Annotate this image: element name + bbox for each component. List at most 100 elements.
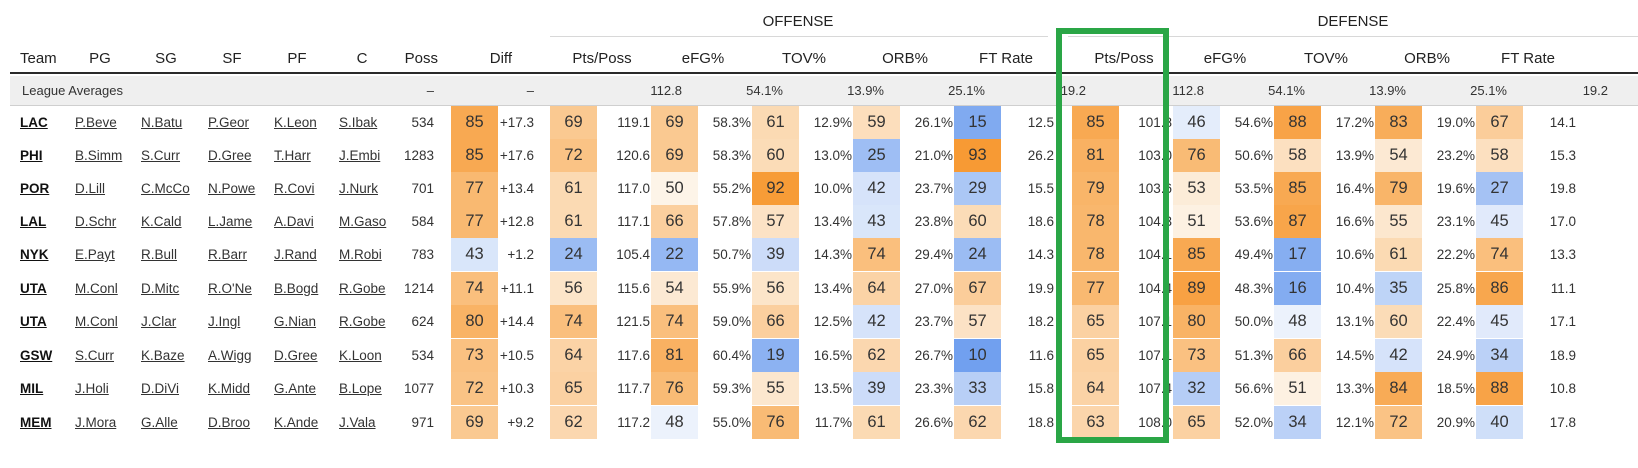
player-link[interactable]: M.Conl	[75, 314, 118, 329]
header-diff[interactable]: Diff	[489, 50, 512, 67]
team-link[interactable]: MIL	[20, 381, 44, 396]
player-link[interactable]: J.Rand	[274, 247, 317, 262]
header-pf[interactable]: PF	[287, 50, 307, 67]
header-def-orb-[interactable]: ORB%	[1404, 50, 1450, 67]
header-pg[interactable]: PG	[89, 50, 111, 67]
player-link[interactable]: S.Ibak	[339, 115, 378, 130]
header-def-efg-[interactable]: eFG%	[1203, 50, 1247, 67]
league-off-4: 19.2	[1060, 83, 1086, 98]
player-link[interactable]: P.Beve	[75, 115, 117, 130]
player-link[interactable]: R.Gobe	[339, 314, 386, 329]
header-team[interactable]: Team	[20, 50, 57, 67]
team-link[interactable]: LAL	[20, 214, 47, 229]
player-link[interactable]: M.Gaso	[339, 214, 387, 229]
player-link[interactable]: R.Bull	[141, 247, 178, 262]
player-link[interactable]: K.Ande	[274, 415, 319, 430]
off-stat-value: 11.7%	[814, 415, 852, 430]
player-link[interactable]: R.Covi	[274, 181, 315, 196]
player-link[interactable]: D.Broo	[208, 415, 251, 430]
off-stat-value: 59.3%	[712, 381, 751, 396]
header-off-tov-[interactable]: TOV%	[782, 50, 826, 67]
off-stat-value: 19.9	[1027, 281, 1054, 296]
player-link[interactable]: J.Holi	[75, 381, 109, 396]
player-link[interactable]: G.Alle	[141, 415, 178, 430]
def-stat-value: 50.6%	[1234, 148, 1273, 163]
player-link[interactable]: J.Nurk	[339, 181, 379, 196]
player-link[interactable]: S.Curr	[75, 348, 115, 363]
team-link[interactable]: POR	[20, 181, 50, 196]
player-link[interactable]: J.Embi	[339, 148, 381, 163]
player-link[interactable]: K.Cald	[141, 214, 182, 229]
player-link[interactable]: R.O'Ne	[208, 281, 252, 296]
off-percentile-cell: 42	[853, 172, 900, 205]
off-percentile-cell: 62	[954, 406, 1001, 439]
player-link[interactable]: K.Leon	[274, 115, 317, 130]
player-link[interactable]: M.Robi	[339, 247, 382, 262]
def-stat-value: 54.6%	[1234, 115, 1273, 130]
header-c[interactable]: C	[356, 50, 368, 67]
header-sg[interactable]: SG	[155, 50, 177, 67]
player-link[interactable]: S.Curr	[141, 148, 181, 163]
player-link[interactable]: K.Loon	[339, 348, 382, 363]
player-link[interactable]: J.Mora	[75, 415, 117, 430]
team-link[interactable]: GSW	[20, 348, 53, 363]
player-link[interactable]: N.Batu	[141, 115, 183, 130]
possessions-value: 624	[411, 314, 434, 329]
team-link[interactable]: MEM	[20, 415, 52, 430]
player-link[interactable]: D.Gree	[208, 148, 252, 163]
team-link[interactable]: LAC	[20, 115, 48, 130]
player-link[interactable]: B.Lope	[339, 381, 382, 396]
diff-value: +17.6	[499, 148, 534, 163]
header-sf[interactable]: SF	[222, 50, 242, 67]
player-link[interactable]: A.Davi	[274, 214, 314, 229]
player-link[interactable]: T.Harr	[274, 148, 311, 163]
player-link[interactable]: D.DiVi	[141, 381, 180, 396]
off-percentile-cell: 62	[853, 339, 900, 372]
player-link[interactable]: A.Wigg	[208, 348, 252, 363]
player-link[interactable]: G.Nian	[274, 314, 317, 329]
player-link[interactable]: C.McCo	[141, 181, 190, 196]
player-link[interactable]: B.Simm	[75, 148, 123, 163]
player-link[interactable]: J.Clar	[141, 314, 177, 329]
off-percentile-cell: 74	[853, 238, 900, 271]
header-off-pts-poss[interactable]: Pts/Poss	[572, 50, 632, 67]
header-off-ft-rate[interactable]: FT Rate	[979, 50, 1033, 67]
player-link[interactable]: K.Midd	[208, 381, 251, 396]
def-stat-value: 19.0%	[1436, 115, 1475, 130]
player-link[interactable]: D.Lill	[75, 181, 106, 196]
header-def-tov-[interactable]: TOV%	[1304, 50, 1348, 67]
player-link[interactable]: J.Ingl	[208, 314, 241, 329]
header-def-pts-poss[interactable]: Pts/Poss	[1094, 50, 1154, 67]
player-link[interactable]: N.Powe	[208, 181, 256, 196]
player-link[interactable]: K.Baze	[141, 348, 185, 363]
league-diff: –	[526, 83, 534, 98]
team-link[interactable]: NYK	[20, 247, 49, 262]
team-link[interactable]: UTA	[20, 281, 47, 296]
player-link[interactable]: G.Ante	[274, 381, 317, 396]
player-link[interactable]: J.Vala	[339, 415, 376, 430]
header-def-ft-rate[interactable]: FT Rate	[1501, 50, 1555, 67]
def-stat-value: 18.5%	[1436, 381, 1475, 396]
header-off-orb-[interactable]: ORB%	[882, 50, 928, 67]
player-link[interactable]: R.Gobe	[339, 281, 386, 296]
player-link[interactable]: D.Gree	[274, 348, 318, 363]
player-link[interactable]: E.Payt	[75, 247, 115, 262]
player-link[interactable]: B.Bogd	[274, 281, 319, 296]
def-stat-value: 52.0%	[1234, 415, 1273, 430]
possessions-value: 534	[411, 115, 434, 130]
off-percentile-cell: 39	[853, 372, 900, 405]
header-off-efg-[interactable]: eFG%	[681, 50, 725, 67]
def-percentile-cell: 64	[1072, 372, 1119, 405]
player-link[interactable]: M.Conl	[75, 281, 118, 296]
team-link[interactable]: UTA	[20, 314, 47, 329]
header-poss[interactable]: Poss	[404, 50, 438, 67]
player-link[interactable]: L.Jame	[208, 214, 253, 229]
player-link[interactable]: D.Schr	[75, 214, 117, 229]
team-link[interactable]: PHI	[20, 148, 43, 163]
player-link[interactable]: R.Barr	[208, 247, 248, 262]
player-link[interactable]: D.Mitc	[141, 281, 180, 296]
def-stat-value: 17.1	[1549, 314, 1576, 329]
player-link[interactable]: P.Geor	[208, 115, 250, 130]
off-stat-value: 13.4%	[813, 281, 852, 296]
def-stat-value: 53.5%	[1234, 181, 1273, 196]
